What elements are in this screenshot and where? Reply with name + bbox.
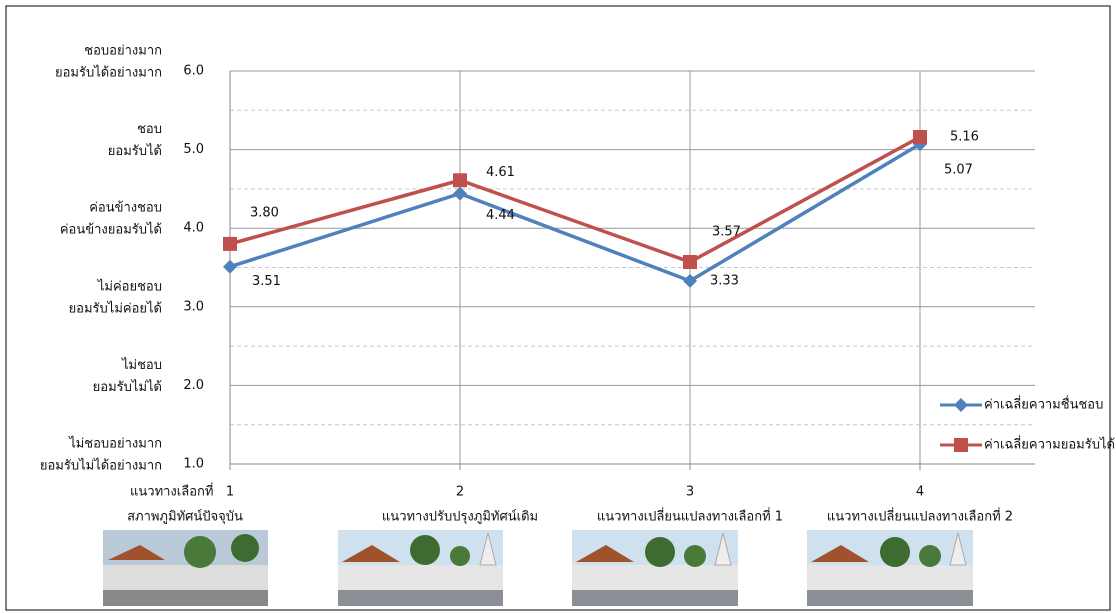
y-level-label: ยอมรับไม่ได้ — [93, 379, 162, 395]
x-tick-label: 1 — [226, 485, 234, 500]
data-label: 5.16 — [950, 130, 979, 145]
data-label: 4.61 — [486, 165, 515, 180]
y-level-label: ยอมรับไม่ค่อยได้ — [69, 300, 162, 316]
category-description: แนวทางเปลี่ยนแปลงทางเลือกที่ 2 — [827, 508, 1013, 525]
y-level-label: ไม่ชอบอย่างมาก — [68, 436, 162, 452]
data-point — [913, 130, 927, 145]
photos — [103, 530, 973, 606]
x-tick-label: 4 — [916, 485, 924, 500]
data-point — [453, 173, 467, 188]
photo — [807, 530, 973, 606]
y-tick-label: 2.0 — [183, 378, 204, 393]
data-label: 5.07 — [944, 163, 973, 178]
photo — [338, 530, 503, 606]
y-level-label: ยอมรับได้ — [108, 143, 162, 159]
category-description: สภาพภูมิทัศน์ปัจจุบัน — [127, 509, 243, 525]
y-level-label: ไม่ค่อยชอบ — [97, 278, 162, 294]
y-tick-label: 1.0 — [183, 457, 204, 472]
x-tick-label: 3 — [686, 485, 694, 500]
y-level-label: ค่อนข้างชอบ — [89, 201, 162, 216]
category-description: แนวทางปรับปรุงภูมิทัศน์เดิม — [382, 509, 538, 525]
series-line — [229, 135, 921, 264]
data-point — [453, 186, 467, 201]
y-level-label: ไม่ชอบ — [121, 357, 162, 373]
frame — [5, 5, 1111, 611]
y-tick-label: 6.0 — [183, 64, 204, 79]
data-label: 3.57 — [712, 224, 741, 239]
data-point — [223, 259, 237, 274]
legend-marker — [954, 438, 968, 452]
legend-label: ค่าเฉลี่ยความชื่นชอบ — [984, 396, 1103, 413]
y-tick-label: 3.0 — [183, 299, 204, 314]
data-label: 4.44 — [486, 208, 515, 223]
x-axis-label: แนวทางเลือกที่ — [130, 483, 213, 500]
data-point — [223, 236, 237, 251]
y-level-label: ชอบ — [137, 122, 162, 137]
photo — [572, 530, 738, 606]
x-tick-label: 2 — [456, 485, 464, 500]
y-level-label: ชอบอย่างมาก — [84, 44, 162, 59]
category-description: แนวทางเปลี่ยนแปลงทางเลือกที่ 1 — [597, 508, 783, 525]
y-level-label: ยอมรับได้อย่างมาก — [55, 65, 162, 81]
data-point — [683, 273, 697, 288]
data-label: 3.33 — [710, 273, 739, 288]
y-tick-label: 4.0 — [183, 221, 204, 236]
legend-label: ค่าเฉลี่ยความยอมรับได้ — [984, 436, 1115, 453]
data-label: 3.80 — [250, 205, 279, 220]
legend-marker — [954, 398, 968, 412]
data-point — [683, 254, 697, 269]
photo — [103, 530, 268, 606]
y-level-label: ค่อนข้างยอมรับได้ — [60, 222, 162, 238]
data-label: 3.51 — [252, 274, 281, 289]
series-line — [229, 142, 921, 283]
y-tick-label: 5.0 — [183, 142, 204, 157]
y-level-label: ยอมรับไม่ได้อย่างมาก — [40, 458, 162, 474]
